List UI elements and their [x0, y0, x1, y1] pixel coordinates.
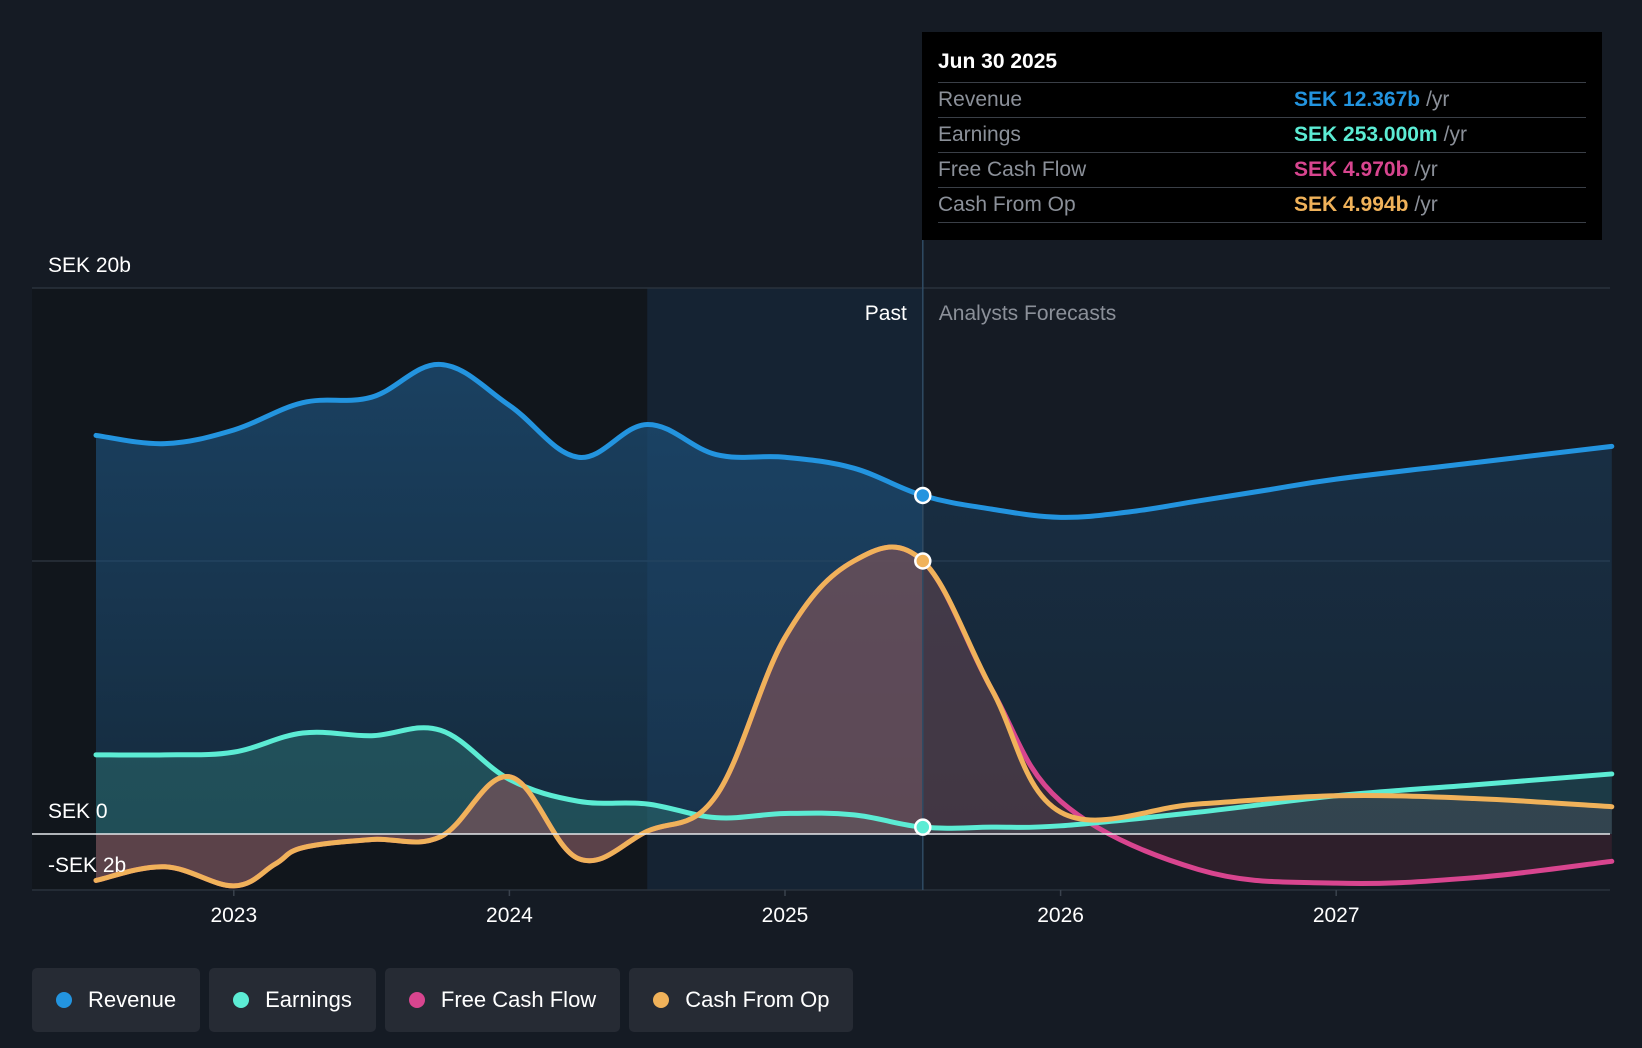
tooltip-value: SEK 4.994b/yr [1294, 193, 1438, 216]
tooltip-value: SEK 12.367b/yr [1294, 88, 1450, 111]
free-cash-flow-dot-icon [408, 992, 425, 1008]
free-cash-flow-area-past [96, 547, 922, 886]
tooltip-row-revenue: Revenue SEK 12.367b/yr [938, 83, 1586, 118]
x-tick-label: 2024 [486, 904, 533, 927]
earnings-line [93, 725, 1615, 831]
revenue-area-forecast [922, 446, 1612, 834]
forecast-label: Analysts Forecasts [939, 302, 1116, 325]
y-tick-label: SEK 20b [48, 254, 131, 277]
cash-from-op-area-past [96, 547, 922, 886]
tooltip-label: Cash From Op [938, 193, 1076, 216]
cash-from-op-line [93, 544, 1615, 889]
revenue-line [93, 361, 1615, 520]
y-tick-label: SEK 0 [48, 800, 108, 823]
legend-cash-from-op[interactable]: Cash From Op [629, 968, 854, 1032]
cash-from-op-marker [914, 552, 932, 570]
cash-from-op-dot-icon [653, 992, 670, 1008]
earnings-dot-icon [233, 992, 250, 1008]
legend-label: Revenue [88, 987, 177, 1012]
tooltip-panel: Jun 30 2025 Revenue SEK 12.367b/yr Earni… [922, 32, 1602, 240]
revenue-marker [914, 486, 932, 505]
x-tick-label: 2027 [1313, 904, 1360, 927]
legend-label: Free Cash Flow [440, 987, 597, 1012]
legend-label: Earnings [265, 987, 352, 1012]
y-tick-label: -SEK 2b [48, 854, 126, 877]
tooltip-row-free-cash-flow: Free Cash Flow SEK 4.970b/yr [938, 153, 1586, 188]
x-tick-label: 2026 [1037, 904, 1084, 927]
tooltip-row-cash-from-op: Cash From Op SEK 4.994b/yr [938, 188, 1586, 223]
tooltip-row-earnings: Earnings SEK 253.000m/yr [938, 118, 1586, 153]
legend-earnings[interactable]: Earnings [209, 968, 376, 1032]
legend-revenue[interactable]: Revenue [32, 968, 201, 1032]
tooltip-markers [914, 486, 932, 836]
legend-free-cash-flow[interactable]: Free Cash Flow [384, 968, 621, 1032]
earnings-marker [914, 818, 932, 836]
tooltip-label: Free Cash Flow [938, 158, 1087, 181]
x-axis-labels: 2023 2024 2025 2026 2027 [210, 890, 1360, 927]
past-label: Past [865, 302, 907, 325]
x-tick-label: 2023 [210, 904, 257, 927]
tooltip-date: Jun 30 2025 [938, 46, 1586, 83]
tooltip-value: SEK 4.970b/yr [1294, 158, 1438, 181]
tooltip-value: SEK 253.000m/yr [1294, 123, 1467, 146]
tooltip-label: Earnings [938, 123, 1021, 146]
revenue-area-past [96, 364, 922, 834]
legend: Revenue Earnings Free Cash Flow Cash Fro… [32, 968, 854, 1032]
cash-from-op-area-forecast [922, 560, 1612, 834]
revenue-dot-icon [56, 992, 72, 1008]
legend-label: Cash From Op [685, 987, 830, 1012]
series-lines [93, 361, 1615, 889]
x-tick-label: 2025 [762, 904, 809, 927]
tooltip-label: Revenue [938, 88, 1023, 111]
free-cash-flow-area-forecast [922, 560, 1612, 884]
y-axis-labels: SEK 20b SEK 0 -SEK 2b [48, 254, 131, 877]
